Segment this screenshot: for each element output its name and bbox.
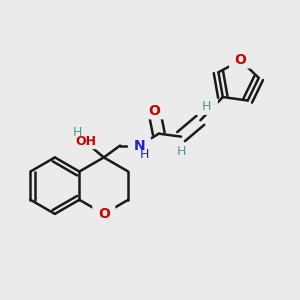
Text: O: O: [148, 104, 160, 118]
FancyBboxPatch shape: [65, 124, 88, 140]
FancyBboxPatch shape: [68, 133, 104, 149]
Text: H: H: [202, 100, 211, 113]
Text: O: O: [98, 207, 110, 221]
Text: H: H: [176, 145, 186, 158]
FancyBboxPatch shape: [128, 137, 151, 154]
Text: H: H: [140, 148, 149, 161]
Text: N: N: [134, 139, 145, 152]
Text: OH: OH: [76, 135, 97, 148]
FancyBboxPatch shape: [229, 52, 252, 68]
FancyBboxPatch shape: [133, 146, 156, 163]
Text: O: O: [235, 53, 247, 68]
FancyBboxPatch shape: [169, 143, 193, 160]
FancyBboxPatch shape: [143, 103, 166, 119]
FancyBboxPatch shape: [92, 206, 116, 222]
FancyBboxPatch shape: [195, 99, 218, 115]
Text: H: H: [72, 126, 82, 139]
